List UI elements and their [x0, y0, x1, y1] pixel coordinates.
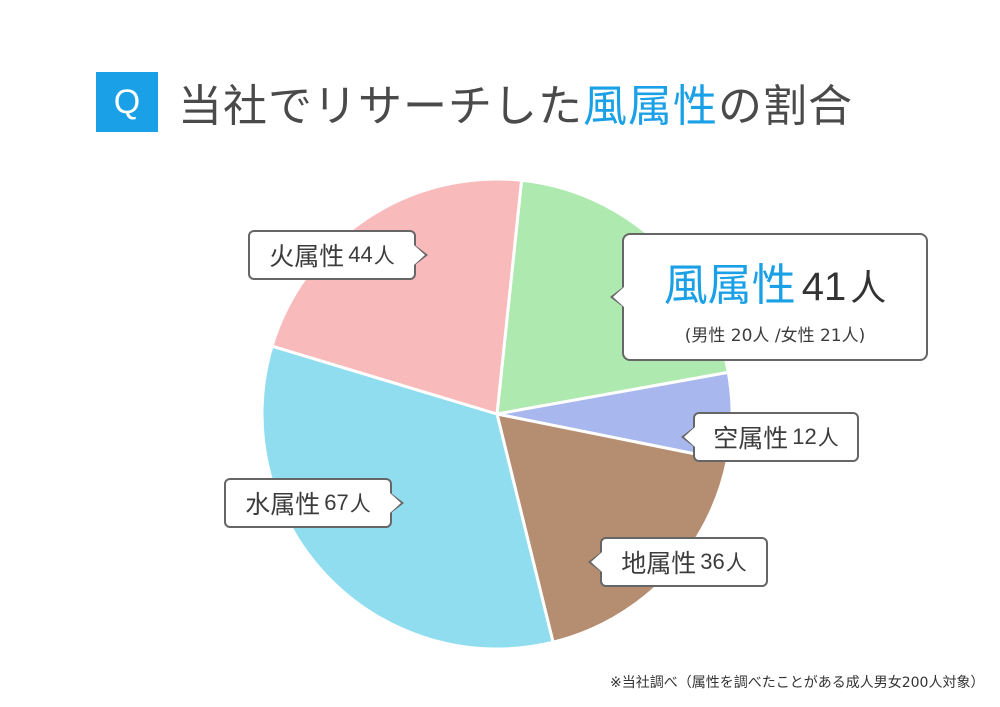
title-highlight: 風属性	[583, 81, 718, 132]
callout-water-unit: 人	[349, 492, 371, 516]
page-title: 当社でリサーチした 風属性 の割合	[178, 70, 853, 134]
title-suffix: の割合	[718, 81, 853, 132]
callout-water-label: 水属性	[245, 490, 321, 519]
callout-wind-breakdown: (男性 20人 /女性 21人)	[684, 325, 866, 346]
question-badge: Q	[96, 72, 158, 132]
pie-slice-fire	[270, 177, 524, 416]
callout-earth-unit: 人	[725, 551, 747, 575]
callout-fire-unit: 人	[373, 244, 395, 268]
callout-wind-label: 風属性	[663, 259, 796, 311]
callout-sky: 空属性 12 人	[693, 412, 859, 462]
callout-wind-value: 41	[801, 264, 847, 309]
callout-fire-value: 44	[348, 242, 373, 267]
callout-fire: 火属性 44 人	[248, 230, 416, 280]
pie-slice-water	[260, 344, 555, 651]
callout-wind: 風属性 41 人 (男性 20人 /女性 21人)	[622, 233, 928, 361]
callout-earth-value: 36	[700, 549, 725, 574]
callout-water: 水属性 67 人	[224, 478, 392, 528]
callout-earth-label: 地属性	[621, 549, 697, 578]
callout-earth: 地属性 36 人	[600, 537, 768, 587]
callout-sky-value: 12	[792, 424, 817, 449]
callout-sky-unit: 人	[817, 426, 839, 450]
callout-sky-label: 空属性	[713, 424, 789, 453]
callout-wind-main: 風属性 41 人	[664, 249, 887, 313]
callout-fire-label: 火属性	[269, 242, 345, 271]
footnote: ※当社調べ（属性を調べたことがある成人男女200人対象）	[610, 675, 985, 691]
title-prefix: 当社でリサーチした	[178, 81, 583, 132]
callout-water-value: 67	[324, 490, 349, 515]
callout-wind-unit: 人	[850, 267, 887, 309]
